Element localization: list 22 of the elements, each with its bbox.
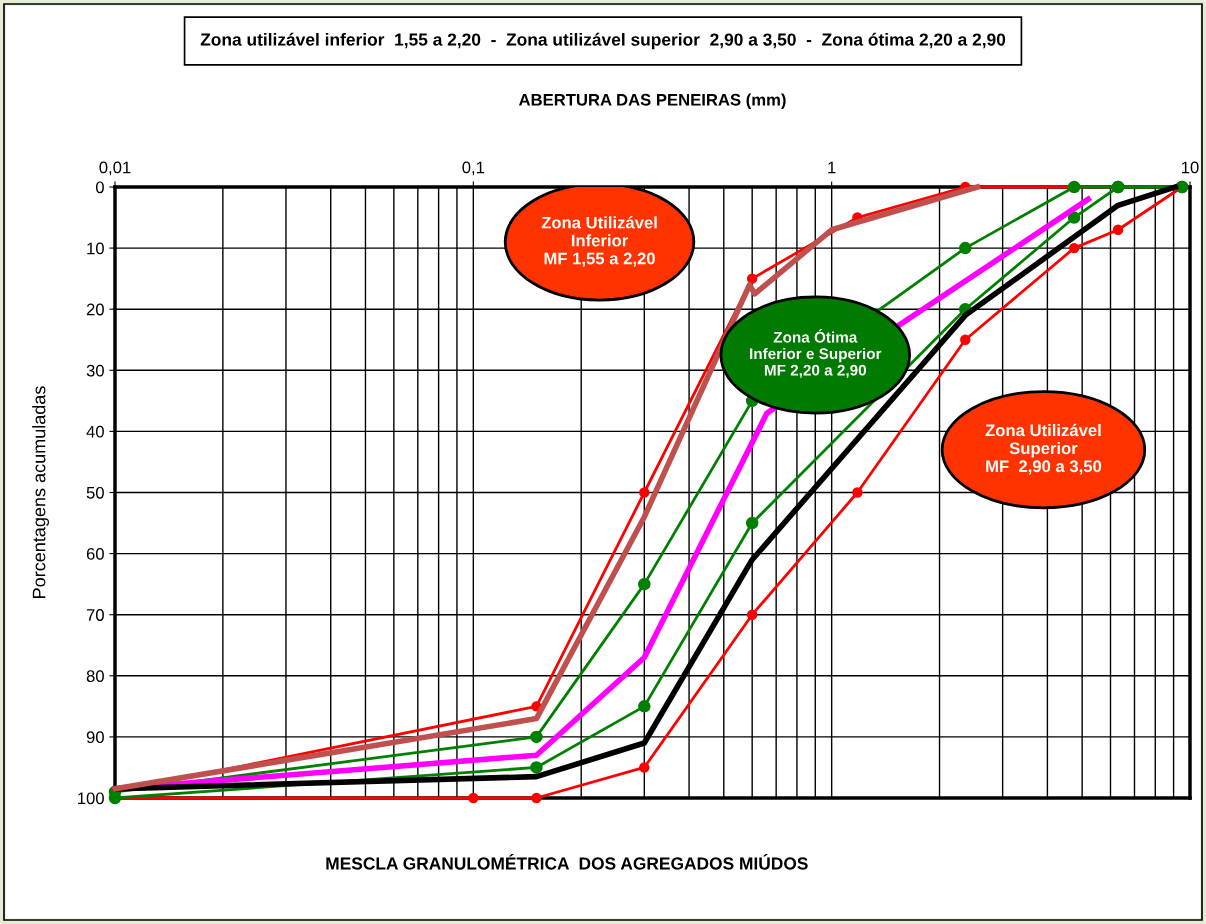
y-tick-label: 20 [86,303,104,316]
y-axis-title: Porcentagens acumuladas [32,386,49,598]
x-axis-title: ABERTURA DAS PENEIRAS (mm) [518,93,786,109]
x-tick-label: 10 [1182,161,1199,174]
y-tick-label: 80 [86,670,104,682]
y-tick-label: 0 [95,181,104,194]
y-tick-label: 50 [86,486,104,499]
y-tick-label: 10 [87,242,104,255]
y-tick-label: 30 [86,364,104,377]
y-tick-label: 60 [86,548,104,560]
annotation: Zona Utilizável Inferior MF 1,55 a 2,20 [541,216,657,267]
y-tick-label: 70 [86,609,104,621]
chart-title: Zona utilizável inferior 1,55 a 2,20 - Zona utilizável superior 2,90 a 3,50 - Zona ótima 2,20 a 2,90 [200,32,1006,50]
text: MESCLA GRANULOMÉTRICA DOS AGREGADOS MIÚDOS [326,854,808,870]
x-tick-label: 0,01 [99,161,131,176]
y-tick-label: 100 [78,792,104,805]
x-tick-label: 0,1 [462,161,485,176]
y-tick-label: 40 [86,425,104,438]
annotation: Zona Ótima Inferior e Superior MF 2,20 a 2,90 [750,328,882,378]
y-tick-label: 90 [86,731,104,744]
annotation: Zona Utilizável Superior MF 2,90 a 3,50 [985,423,1102,475]
x-tick-label: 1 [828,161,836,174]
